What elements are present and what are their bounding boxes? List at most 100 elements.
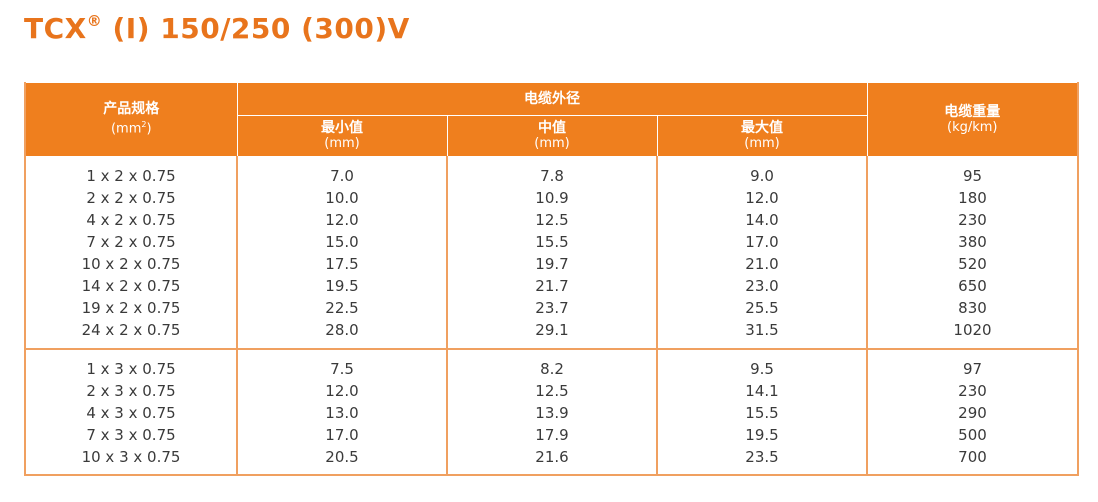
table-group-triples: 1 x 3 x 0.75 2 x 3 x 0.75 4 x 3 x 0.75 7 x … [24,349,1079,476]
header-max-unit: (mm) [744,136,780,151]
table-cell: 180 [958,189,987,207]
col-weight: 97 230 290 500 700 [866,349,1079,476]
table-cell: 23.0 [745,277,779,295]
table-cell: 230 [958,382,987,400]
table-cell: 10 x 2 x 0.75 [81,255,181,273]
table-cell: 25.5 [745,299,779,317]
table-cell: 95 [962,167,983,185]
table-cell: 10 x 3 x 0.75 [81,448,181,466]
table-cell: 12.5 [535,382,569,400]
table-cell: 1 x 3 x 0.75 [86,360,176,378]
col-mid: 8.2 12.5 13.9 17.9 21.6 [446,349,658,476]
table-cell: 14 x 2 x 0.75 [81,277,181,295]
header-weight: 电缆重量 (kg/km) [866,82,1078,157]
table-cell: 19 x 2 x 0.75 [81,299,181,317]
table-cell: 23.7 [535,299,569,317]
header-mid-label: 中值 [538,120,566,136]
registered-mark: ® [86,12,103,30]
table-cell: 17.5 [325,255,359,273]
spec-table: 产品规格 (mm2) 电缆外径 电缆重量 (kg/km) 最小值 (mm) 中值… [24,82,1079,476]
table-cell: 23.5 [745,448,779,466]
col-mid: 7.8 10.9 12.5 15.5 19.7 21.7 23.7 29.1 [446,156,658,350]
table-cell: 500 [958,426,987,444]
header-spec: 产品规格 (mm2) [25,82,238,157]
header-diameter-group: 电缆外径 [236,82,868,116]
table-cell: 830 [958,299,987,317]
table-cell: 4 x 3 x 0.75 [86,404,176,422]
table-cell: 22.5 [325,299,359,317]
table-cell: 12.0 [745,189,779,207]
table-cell: 7.8 [540,167,564,185]
table-cell: 10.9 [535,189,569,207]
table-cell: 29.1 [535,321,569,339]
table-cell: 2 x 3 x 0.75 [86,382,176,400]
table-cell: 7.0 [330,167,354,185]
table-cell: 10.0 [325,189,359,207]
table-cell: 19.5 [745,426,779,444]
table-cell: 20.5 [325,448,359,466]
table-cell: 15.0 [325,233,359,251]
header-max-label: 最大值 [741,120,783,136]
table-cell: 2 x 2 x 0.75 [86,189,176,207]
header-weight-unit: (kg/km) [947,119,998,135]
table-cell: 15.5 [535,233,569,251]
col-spec: 1 x 3 x 0.75 2 x 3 x 0.75 4 x 3 x 0.75 7 x … [24,349,238,476]
table-cell: 97 [962,360,983,378]
table-cell: 31.5 [745,321,779,339]
col-min: 7.0 10.0 12.0 15.0 17.5 19.5 22.5 28.0 [236,156,448,350]
table-cell: 17.9 [535,426,569,444]
table-cell: 13.0 [325,404,359,422]
header-spec-label: 产品规格 [103,101,160,118]
table-cell: 24 x 2 x 0.75 [81,321,181,339]
table-cell: 19.5 [325,277,359,295]
header-min-unit: (mm) [324,136,360,151]
table-header: 产品规格 (mm2) 电缆外径 电缆重量 (kg/km) 最小值 (mm) 中值… [25,82,1078,157]
table-cell: 1020 [953,321,992,339]
table-cell: 290 [958,404,987,422]
table-cell: 21.6 [535,448,569,466]
col-max: 9.0 12.0 14.0 17.0 21.0 23.0 25.5 31.5 [656,156,868,350]
table-body: 1 x 2 x 0.75 2 x 2 x 0.75 4 x 2 x 0.75 7 x … [24,156,1079,476]
table-cell: 7 x 2 x 0.75 [86,233,176,251]
table-cell: 17.0 [325,426,359,444]
table-cell: 12.0 [325,211,359,229]
table-cell: 4 x 2 x 0.75 [86,211,176,229]
table-cell: 230 [958,211,987,229]
table-group-pairs: 1 x 2 x 0.75 2 x 2 x 0.75 4 x 2 x 0.75 7 x … [24,156,1079,350]
page-title: TCX® (I) 150/250 (300)V [24,12,410,45]
title-brand: TCX [24,12,87,45]
table-cell: 12.5 [535,211,569,229]
title-rest: (I) 150/250 (300)V [112,12,410,45]
table-cell: 520 [958,255,987,273]
table-cell: 8.2 [540,360,564,378]
header-max: 最大值 (mm) [656,115,868,157]
table-cell: 21.0 [745,255,779,273]
table-cell: 7.5 [330,360,354,378]
table-cell: 13.9 [535,404,569,422]
col-spec: 1 x 2 x 0.75 2 x 2 x 0.75 4 x 2 x 0.75 7 x … [24,156,238,350]
table-cell: 9.0 [750,167,774,185]
table-cell: 380 [958,233,987,251]
col-max: 9.5 14.1 15.5 19.5 23.5 [656,349,868,476]
table-cell: 19.7 [535,255,569,273]
header-min: 最小值 (mm) [236,115,448,157]
header-spec-unit: (mm2) [110,120,152,137]
header-mid-unit: (mm) [534,136,570,151]
col-weight: 95 180 230 380 520 650 830 1020 [866,156,1079,350]
table-cell: 1 x 2 x 0.75 [86,167,176,185]
table-cell: 15.5 [745,404,779,422]
table-cell: 28.0 [325,321,359,339]
table-cell: 9.5 [750,360,774,378]
table-cell: 14.1 [745,382,779,400]
table-cell: 21.7 [535,277,569,295]
table-cell: 7 x 3 x 0.75 [86,426,176,444]
table-cell: 14.0 [745,211,779,229]
table-cell: 700 [958,448,987,466]
col-min: 7.5 12.0 13.0 17.0 20.5 [236,349,448,476]
table-cell: 17.0 [745,233,779,251]
header-mid: 中值 (mm) [446,115,658,157]
table-cell: 12.0 [325,382,359,400]
header-min-label: 最小值 [321,120,363,136]
header-weight-label: 电缆重量 [944,103,1001,120]
table-cell: 650 [958,277,987,295]
